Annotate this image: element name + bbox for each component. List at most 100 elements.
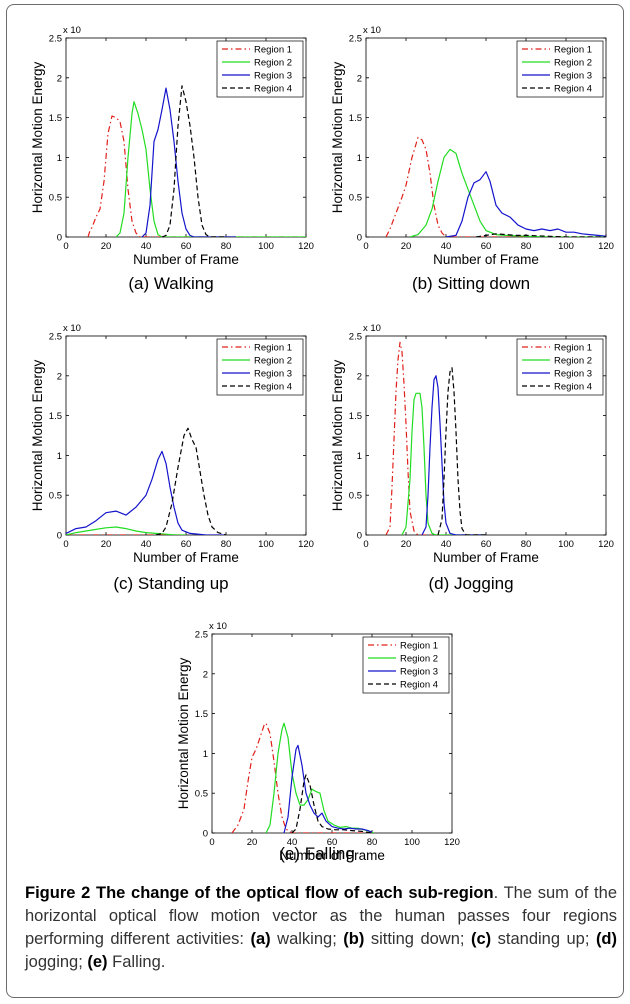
chart-c-subtitle: (c) Standing up (113, 574, 229, 593)
x-tick-label: 60 (327, 837, 338, 848)
series-line-region-4 (475, 233, 606, 237)
x-tick-label: 40 (141, 241, 152, 252)
series-line-region-2 (409, 148, 606, 237)
y-tick-label: 1.5 (195, 709, 208, 720)
caption-text: standing up; (491, 930, 596, 948)
x-tick-label: 120 (598, 539, 614, 550)
y-exponent-label: x 10 (363, 25, 381, 36)
y-tick-label: 0.5 (349, 491, 362, 502)
x-tick-label: 0 (363, 241, 368, 252)
chart-a-svg: 0 0.5 1 1.5 2 2.5 0 20 40 60 80 100 120 x 10 Number of… (30, 25, 314, 267)
x-tick-label: 80 (521, 539, 532, 550)
y-tick-label: 2 (203, 669, 208, 680)
chart-panel-a: 0 0.5 1 1.5 2 2.5 0 20 40 60 80 100 120 x 10 Number of… (21, 13, 321, 303)
x-axis-label: Number of Frame (279, 848, 385, 863)
y-tick-label: 1 (357, 451, 362, 462)
series-line-region-4 (161, 85, 226, 237)
legend-label: Region 2 (554, 58, 592, 69)
legend-label: Region 1 (254, 45, 292, 56)
series-line-region-1 (87, 115, 306, 237)
x-tick-label: 80 (367, 837, 378, 848)
y-tick-label: 1.5 (49, 411, 62, 422)
caption-body: The sum of the horizontal optical flow m… (25, 884, 617, 971)
y-axis-label: Horizontal Motion Energy (30, 359, 45, 511)
x-tick-label: 20 (101, 539, 112, 550)
x-tick-label: 60 (181, 241, 192, 252)
chart-d-svg: 0 0.5 1 1.5 2 2.5 0 20 40 60 80 100 120 x 10 Number of… (330, 323, 614, 565)
y-tick-label: 0.5 (49, 193, 62, 204)
x-tick-label: 120 (298, 241, 314, 252)
chart-panel-e: 0 0.5 1 1.5 2 2.5 0 20 40 60 80 100 120 x 10 Number of… (167, 609, 467, 869)
y-tick-label: 2.5 (349, 34, 362, 45)
y-tick-label: 0.5 (349, 193, 362, 204)
caption-text: jogging; (25, 953, 88, 971)
legend-label: Region 2 (554, 356, 592, 367)
y-tick-label: 0 (57, 233, 62, 244)
x-tick-label: 0 (209, 837, 214, 848)
y-tick-label: 0 (57, 531, 62, 542)
y-exponent-label: x 10 (63, 25, 81, 36)
x-tick-label: 20 (101, 241, 112, 252)
legend-label: Region 3 (554, 71, 592, 82)
y-axis-label: Horizontal Motion Energy (30, 61, 45, 213)
y-tick-label: 2.5 (349, 332, 362, 343)
y-axis-label: Horizontal Motion Energy (176, 657, 191, 809)
y-axis-label: Horizontal Motion Energy (330, 61, 345, 213)
chart-b-svg: 0 0.5 1 1.5 2 2.5 0 20 40 60 80 100 120 x 10 Number of… (330, 25, 614, 267)
series-line-region-3 (283, 744, 373, 833)
x-tick-label: 60 (481, 539, 492, 550)
x-tick-label: 20 (401, 539, 412, 550)
x-tick-label: 80 (521, 241, 532, 252)
x-axis-label: Number of Frame (433, 550, 539, 565)
legend-label: Region 4 (254, 382, 292, 393)
x-tick-label: 60 (481, 241, 492, 252)
series-line-region-3 (445, 171, 606, 237)
y-tick-label: 0 (357, 233, 362, 244)
y-tick-label: 1 (357, 153, 362, 164)
legend-label: Region 4 (400, 680, 438, 691)
legend-box (216, 40, 304, 98)
series-line-region-1 (385, 341, 486, 535)
legend-label: Region 2 (254, 356, 292, 367)
legend-label: Region 3 (254, 71, 292, 82)
x-tick-label: 40 (441, 241, 452, 252)
y-tick-label: 2.5 (49, 34, 62, 45)
y-exponent-label: x 10 (209, 621, 227, 632)
legend-label: Region 1 (554, 45, 592, 56)
x-tick-label: 40 (141, 539, 152, 550)
x-axis-label: Number of Frame (133, 252, 239, 267)
chart-panel-b: 0 0.5 1 1.5 2 2.5 0 20 40 60 80 100 120 x 10 Number of… (321, 13, 621, 303)
y-exponent-label: x 10 (63, 323, 81, 334)
series-line-region-2 (66, 526, 186, 535)
caption-text: sitting down; (364, 930, 471, 948)
x-tick-label: 40 (441, 539, 452, 550)
y-tick-label: 0 (357, 531, 362, 542)
figure-caption: Figure 2 The change of the optical flow … (25, 884, 618, 971)
chart-e-subtitle: (e) Falling (279, 844, 355, 863)
x-tick-label: 20 (247, 837, 258, 848)
y-exponent-label: x 10 (363, 323, 381, 334)
x-tick-label: 100 (558, 539, 574, 550)
y-tick-label: 2 (357, 371, 362, 382)
legend-label: Region 1 (554, 343, 592, 354)
caption-text: walking; (270, 930, 344, 948)
caption-panel-ref: (e) (87, 953, 108, 971)
y-tick-label: 2 (57, 371, 62, 382)
x-tick-label: 0 (363, 539, 368, 550)
caption-text: Falling. (107, 953, 166, 971)
y-tick-label: 0.5 (195, 789, 208, 800)
y-tick-label: 1.5 (349, 113, 362, 124)
x-tick-label: 20 (401, 241, 412, 252)
caption-text: The sum of the horizontal optical flow m… (25, 884, 617, 948)
x-tick-label: 100 (558, 241, 574, 252)
y-tick-label: 1.5 (49, 113, 62, 124)
chart-panel-d: 0 0.5 1 1.5 2 2.5 0 20 40 60 80 100 120 x 10 Number of… (321, 311, 621, 601)
x-tick-label: 80 (221, 241, 232, 252)
series-line-region-1 (385, 136, 606, 237)
chart-d-subtitle: (d) Jogging (428, 574, 514, 593)
x-tick-label: 120 (598, 241, 614, 252)
x-axis-label: Number of Frame (133, 550, 239, 565)
caption-panel-ref: (c) (470, 930, 492, 948)
y-tick-label: 1 (57, 451, 62, 462)
series-line-region-1 (231, 722, 372, 833)
